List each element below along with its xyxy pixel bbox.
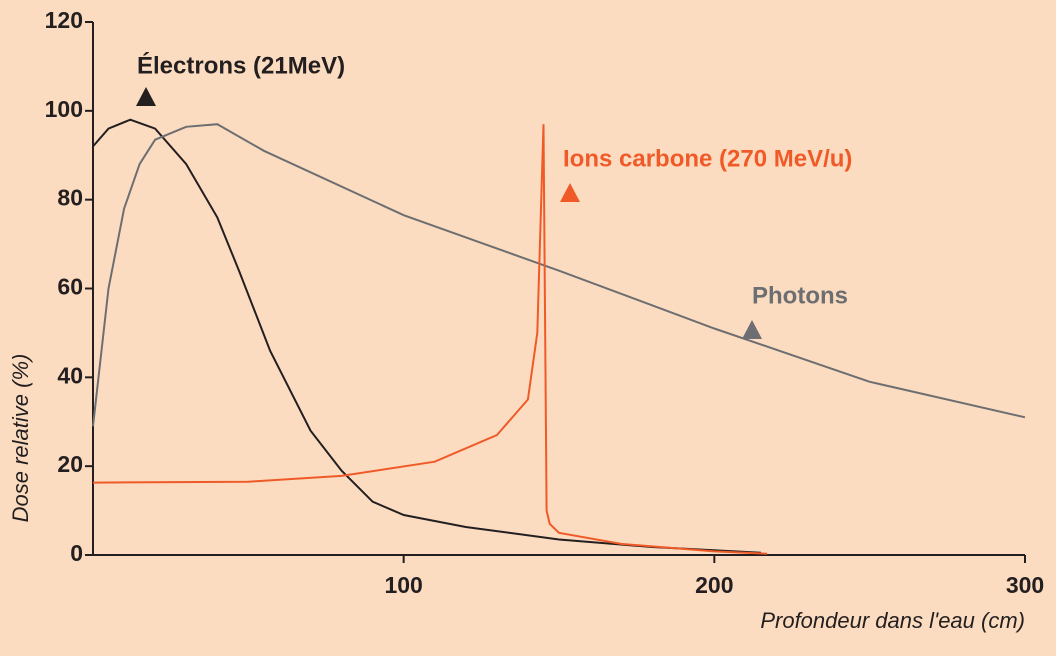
legend-marker: [136, 87, 156, 106]
legend-label: Photons: [752, 282, 848, 309]
y-tick-label: 80: [57, 185, 83, 211]
y-tick-label: 40: [57, 362, 83, 388]
x-tick-label: 200: [695, 572, 733, 598]
x-axis-label: Profondeur dans l'eau (cm): [760, 608, 1025, 633]
y-tick-label: 120: [45, 7, 83, 33]
y-tick-label: 0: [70, 540, 83, 566]
y-axis-label: Dose relative (%): [8, 354, 33, 523]
series-line: [92, 123, 1026, 427]
y-tick-label: 60: [57, 274, 83, 300]
legend-label: Électrons (21MeV): [137, 51, 345, 79]
y-tick-label: 100: [45, 96, 83, 122]
legend-marker: [742, 320, 762, 339]
x-tick-label: 100: [384, 572, 422, 598]
legend-marker: [560, 183, 580, 202]
legend-label: Ions carbone (270 MeV/u): [563, 145, 852, 172]
series-line: [92, 118, 761, 554]
x-tick-label: 300: [1006, 572, 1044, 598]
y-tick-label: 20: [57, 451, 83, 477]
series-line: [92, 124, 768, 555]
